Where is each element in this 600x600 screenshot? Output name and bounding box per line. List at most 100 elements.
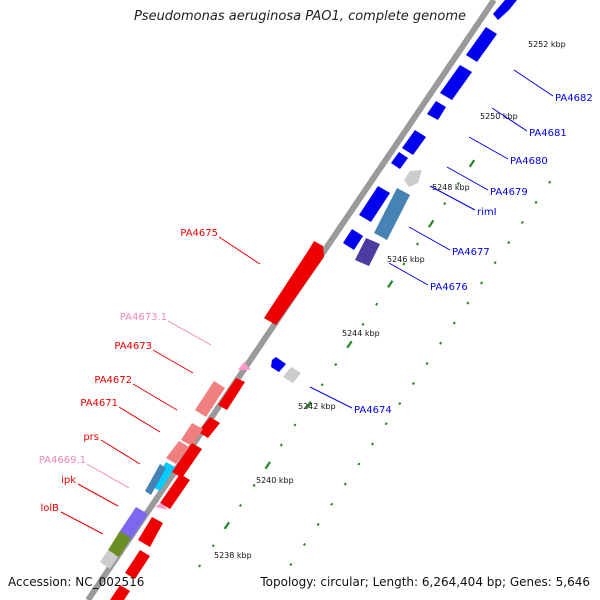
gene-label-PA4671[interactable]: PA4671 [80,398,118,409]
tick-mark [305,400,312,409]
gene-label-PA4675[interactable]: PA4675 [180,228,218,239]
gene-arrow-PA4673.1[interactable] [238,362,251,370]
tick-mark [334,363,338,367]
tick-mark [343,482,347,486]
gene-label-lolB[interactable]: lolB [40,503,59,514]
leader-line-PA4675 [218,236,261,265]
gene-label-rimI[interactable]: rimI [477,207,497,218]
gene-label-PA4672[interactable]: PA4672 [94,375,132,386]
gene-label-PA4677[interactable]: PA4677 [452,247,490,258]
tick-mark [357,462,361,466]
tick-mark [411,381,415,386]
gene-arrow-ipk-b[interactable] [155,503,168,510]
reverse-label-lines [60,236,261,535]
tick-mark [289,563,293,567]
tick-mark [371,442,375,446]
gene-arrow-PA4676-b[interactable] [355,238,380,266]
tick-mark [466,301,470,305]
tick-mark [320,383,324,387]
tick-labels: 5238 kbp 5240 kbp 5242 kbp 5244 kbp 5246… [214,40,566,560]
tick-mark [398,402,402,406]
tick-label-5252: 5252 kbp [528,40,566,49]
tick-mark [264,461,271,470]
leader-line-PA4679 [446,166,489,191]
gene-arrow-prs-b[interactable] [166,441,189,464]
reverse-genes [100,241,324,600]
tick-mark [415,242,420,246]
gene-label-PA4673[interactable]: PA4673 [114,341,152,352]
gene-arrow-PA4680[interactable] [427,101,446,120]
gene-arrow-PA4673[interactable] [218,378,245,410]
tick-mark [468,159,476,168]
tick-mark [439,341,443,345]
tick-mark [302,542,306,547]
tick-mark [427,219,435,228]
tick-mark [316,522,320,526]
reverse-labels: PA4675 PA4673.1 PA4673 PA4672 PA4671 prs… [39,228,218,514]
gene-arrow-PA4675[interactable] [264,241,324,325]
tick-mark [211,544,215,548]
tick-label-5246: 5246 kbp [387,255,425,264]
leader-line-PA4682 [513,69,554,97]
leader-line-PA4669.1 [86,463,130,489]
gene-label-prs[interactable]: prs [83,432,99,443]
gene-arrow-PA4671-b[interactable] [181,423,203,446]
tick-marks [198,159,552,568]
gene-arrow-lolB-b[interactable] [138,517,163,547]
tick-mark [443,202,447,206]
gene-label-PA4681[interactable]: PA4681 [529,128,567,139]
leader-line-prs [100,439,141,465]
gene-arrow-PA4676-a[interactable] [343,229,363,250]
gene-arrow-PA4682-b[interactable] [466,27,497,62]
leader-line-PA4672 [132,383,178,411]
gene-arrow-PA4681[interactable] [440,65,472,100]
tick-mark [346,340,353,349]
gene-label-PA4682[interactable]: PA4682 [555,93,593,104]
gene-arrow-PA4674-b [283,367,301,383]
gene-arrow-prs-a[interactable] [172,443,202,478]
gene-arrow-PA4674-a[interactable] [271,357,286,372]
gene-label-PA4673.1[interactable]: PA4673.1 [120,312,167,323]
leader-line-PA4680 [468,136,509,160]
gene-arrow-PA4678 [404,170,422,187]
leader-line-PA4681 [491,107,528,132]
gene-label-PA4674[interactable]: PA4674 [354,405,392,416]
leader-line-PA4673 [152,349,194,374]
tick-mark [520,220,524,225]
gene-label-PA4676[interactable]: PA4676 [430,282,468,293]
gene-arrow-rimI[interactable] [391,152,408,169]
leader-line-PA4676 [388,262,429,286]
tick-mark [452,321,456,325]
gene-arrow-PA4677-b[interactable] [374,188,410,240]
tick-mark [375,302,379,306]
gene-arrow-PA4669[interactable] [145,464,166,495]
genome-summary: Topology: circular; Length: 6,264,404 bp… [260,575,590,589]
tick-mark [387,280,394,289]
gene-label-PA4680[interactable]: PA4680 [510,156,548,167]
gene-arrow-ipk-a[interactable] [160,474,190,509]
gene-arrow-PA4672[interactable] [195,381,225,417]
leader-line-ipk [77,483,119,507]
leader-line-PA4671 [118,406,161,433]
forward-genes [271,0,517,383]
gene-arrow-PA4682-a[interactable] [493,0,517,20]
gene-label-ipk[interactable]: ipk [61,475,76,486]
gene-label-PA4679[interactable]: PA4679 [490,187,528,198]
gene-arrow-PA4677-a[interactable] [359,186,390,222]
gene-label-PA4669.1[interactable]: PA4669.1 [39,455,86,466]
gene-arrow-PA4667-a[interactable] [108,531,131,557]
gene-arrow-PA4665[interactable] [110,585,130,600]
gene-arrow-lolB-a[interactable] [118,507,148,541]
forward-labels: PA4682 PA4681 PA4680 PA4679 rimI PA4677 … [354,93,593,416]
tick-mark [361,322,365,326]
tick-mark [425,361,429,365]
gene-arrow-PA4679[interactable] [402,130,426,155]
gene-arrow-PA4671-a[interactable] [198,417,220,438]
gene-arrow-PA4667-b[interactable] [125,550,150,579]
leader-line-PA4673.1 [167,320,212,346]
tick-label-5242: 5242 kbp [298,402,336,411]
tick-label-5250: 5250 kbp [480,112,518,121]
tick-label-5240: 5240 kbp [256,476,294,485]
leader-line-lolB [60,511,104,535]
